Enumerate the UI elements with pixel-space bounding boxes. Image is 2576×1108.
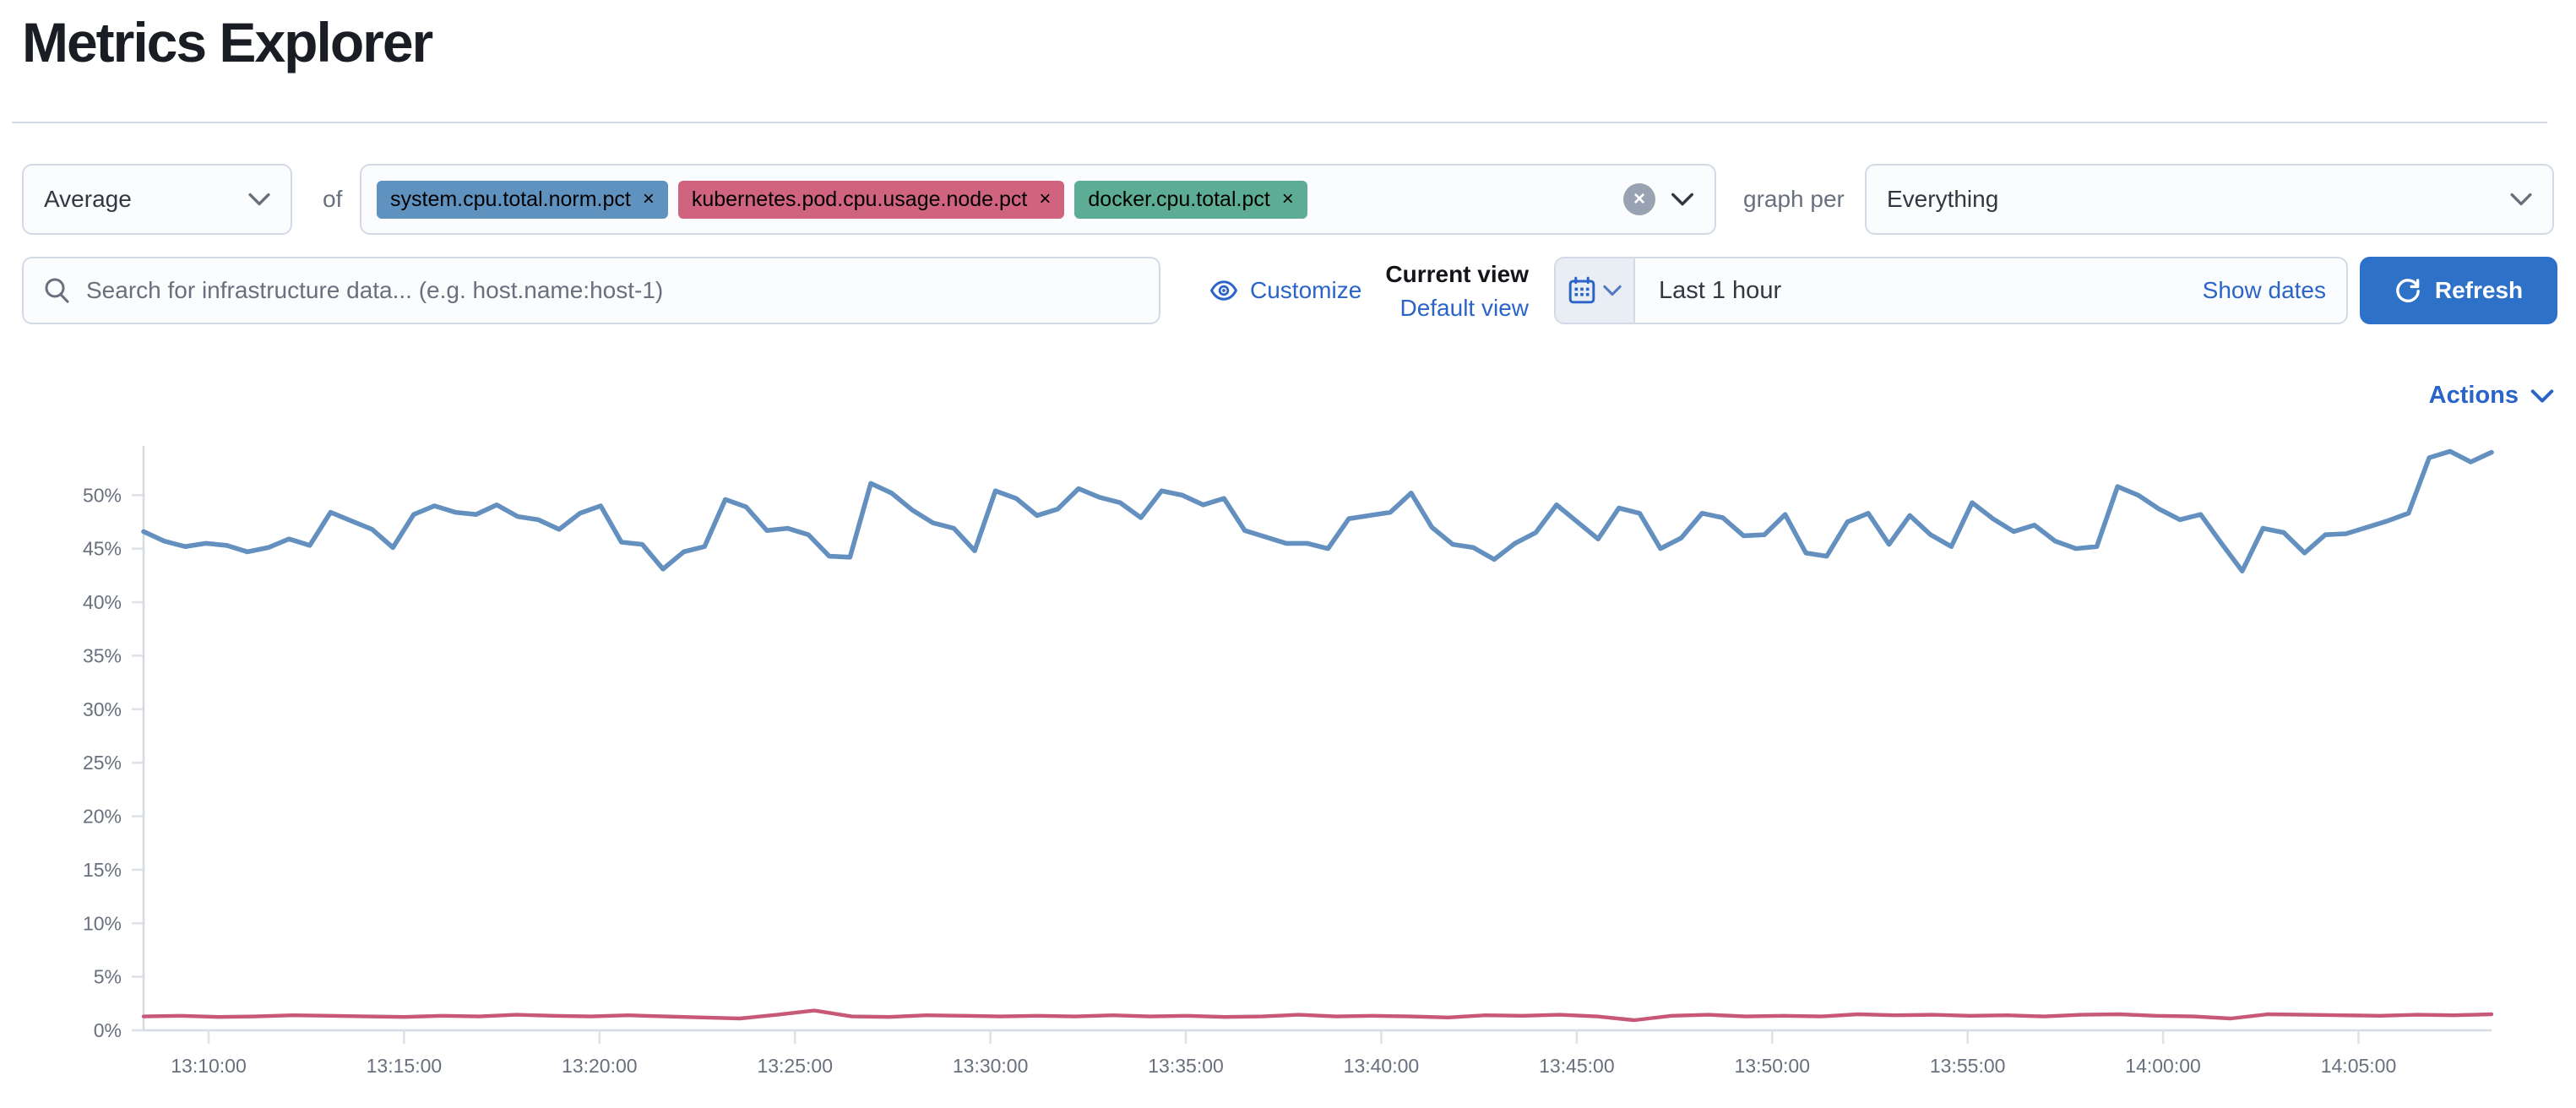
x-axis-label: 13:45:00 (1539, 1055, 1615, 1077)
page-title: Metrics Explorer (22, 11, 433, 73)
time-range-value-area[interactable]: Last 1 hour Show dates (1635, 277, 2346, 305)
y-axis-label: 40% (83, 591, 122, 613)
customize-label: Customize (1250, 277, 1362, 303)
eye-icon (1209, 280, 1238, 301)
chevron-down-icon (248, 193, 270, 206)
x-axis-label: 13:35:00 (1148, 1055, 1224, 1077)
x-axis-label: 13:25:00 (757, 1055, 833, 1077)
metric-badge[interactable]: system.cpu.total.norm.pct × (377, 180, 668, 219)
refresh-button[interactable]: Refresh (2360, 257, 2557, 324)
remove-metric-icon[interactable]: × (1281, 187, 1294, 210)
view-switcher: Current view Default view (1284, 258, 1529, 326)
remove-metric-icon[interactable]: × (642, 187, 655, 210)
metric-badge-list: system.cpu.total.norm.pct × kubernetes.p… (377, 180, 1623, 219)
header-divider (12, 122, 2547, 123)
line-chart: 0% 5% 10% 15% 20% 25% 30% 35% 40% 45% 50% 13:10:00 1… (83, 446, 2494, 1077)
y-axis-label: 20% (83, 806, 122, 828)
group-by-value: Everything (1887, 186, 1999, 212)
clear-all-icon[interactable]: × (1623, 183, 1655, 215)
calendar-menu-button[interactable] (1556, 258, 1635, 323)
x-axis-label: 13:50:00 (1734, 1055, 1810, 1077)
y-axis-label: 30% (83, 698, 122, 720)
time-range-picker[interactable]: Last 1 hour Show dates (1554, 257, 2348, 324)
of-label: of (323, 186, 343, 212)
x-axis-label: 14:00:00 (2125, 1055, 2201, 1077)
y-axis-label: 45% (83, 538, 122, 560)
calendar-icon (1568, 276, 1595, 304)
default-view-link[interactable]: Default view (1399, 295, 1529, 321)
metric-badge-label: kubernetes.pod.cpu.usage.node.pct (691, 187, 1028, 211)
graph-per-label: graph per (1743, 186, 1845, 212)
time-range-value: Last 1 hour (1659, 276, 1782, 304)
x-axis-label: 13:20:00 (562, 1055, 638, 1077)
x-axis-label: 13:10:00 (171, 1055, 247, 1077)
series-line-system.cpu.total.norm.pct (141, 448, 2494, 573)
y-axis-label: 5% (94, 966, 122, 988)
y-axis-label: 25% (83, 752, 122, 774)
combobox-controls: × (1623, 183, 1694, 215)
chevron-down-icon (2510, 193, 2532, 206)
metric-badge[interactable]: docker.cpu.total.pct × (1074, 180, 1307, 219)
customize-button[interactable]: Customize (1209, 257, 1361, 324)
y-axis-label: 50% (83, 484, 122, 506)
chevron-down-icon (1671, 193, 1693, 206)
current-view-label: Current view (1385, 261, 1529, 287)
x-axis-label: 13:15:00 (367, 1055, 443, 1077)
aggregation-value: Average (44, 186, 132, 212)
search-icon (45, 278, 69, 303)
y-axis-label: 10% (83, 912, 122, 934)
group-by-select[interactable]: Everything (1865, 164, 2554, 235)
search-placeholder: Search for infrastructure data... (e.g. … (86, 277, 664, 303)
search-input[interactable]: Search for infrastructure data... (e.g. … (22, 257, 1160, 324)
y-axis-label: 35% (83, 644, 122, 666)
aggregation-select[interactable]: Average (22, 164, 292, 235)
chevron-down-icon (2530, 388, 2554, 403)
y-axis-label: 0% (94, 1019, 122, 1041)
x-axis-label: 13:30:00 (953, 1055, 1029, 1077)
y-axis-label: 15% (83, 859, 122, 881)
x-axis-label: 13:40:00 (1344, 1055, 1420, 1077)
metrics-chart: 0% 5% 10% 15% 20% 25% 30% 35% 40% 45% 50% 13:10:00 1… (0, 431, 2517, 1106)
actions-label: Actions (2428, 382, 2519, 409)
metric-badge-label: docker.cpu.total.pct (1088, 187, 1270, 211)
x-axis-label: 14:05:00 (2321, 1055, 2397, 1077)
metric-badge-label: system.cpu.total.norm.pct (390, 187, 631, 211)
refresh-label: Refresh (2434, 277, 2524, 303)
metric-badge[interactable]: kubernetes.pod.cpu.usage.node.pct × (677, 180, 1065, 219)
refresh-icon (2396, 279, 2420, 302)
metrics-combobox[interactable]: system.cpu.total.norm.pct × kubernetes.p… (360, 164, 1716, 235)
actions-menu-button[interactable]: Actions (2429, 382, 2554, 410)
remove-metric-icon[interactable]: × (1039, 187, 1052, 210)
series-line-kubernetes.pod.cpu.usage.node.pct (141, 1008, 2494, 1023)
chevron-down-icon (1603, 285, 1622, 296)
show-dates-button[interactable]: Show dates (2202, 277, 2326, 303)
x-axis-label: 13:55:00 (1930, 1055, 2006, 1077)
